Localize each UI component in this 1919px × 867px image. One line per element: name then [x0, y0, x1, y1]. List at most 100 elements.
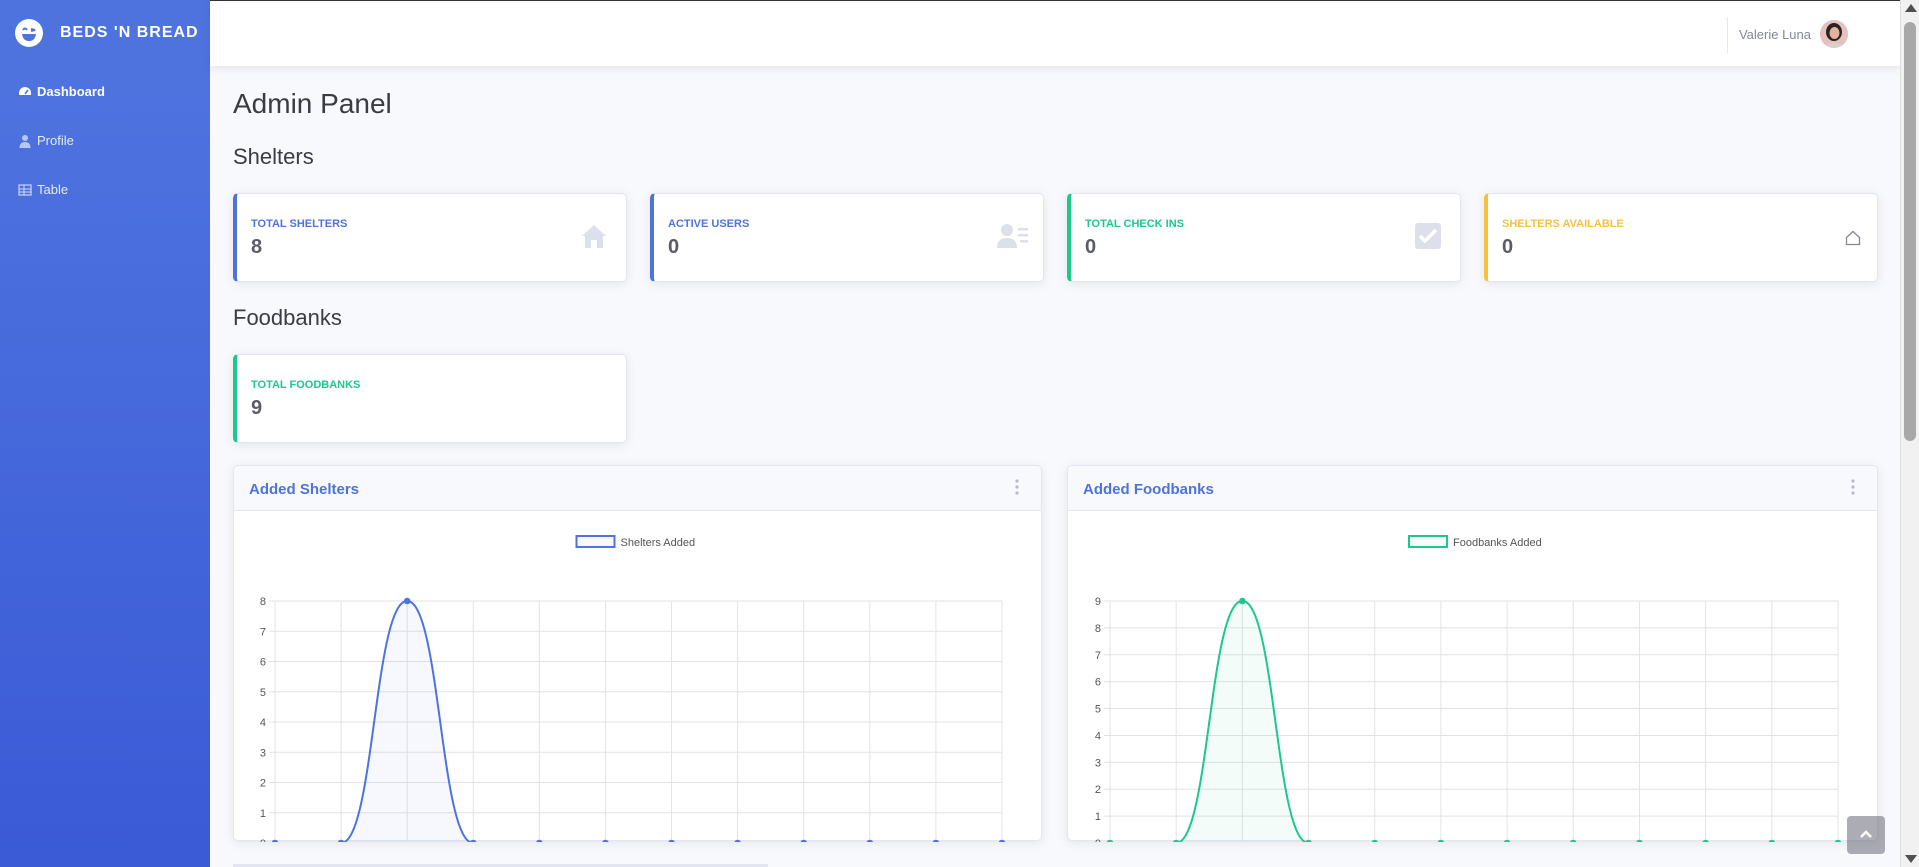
sidebar-item-table[interactable]: Table: [0, 165, 210, 214]
brand[interactable]: BEDS 'N BREAD: [0, 0, 210, 65]
avatar-image: [1820, 20, 1848, 48]
data-point: [998, 839, 1006, 842]
chart-title: Added Shelters: [249, 481, 360, 498]
data-point: [1636, 839, 1643, 842]
y-tick-label: 8: [260, 596, 266, 608]
legend-label: Foodbanks Added: [1453, 537, 1542, 549]
stat-label: TOTAL CHECK INS: [1085, 218, 1185, 230]
data-point: [932, 839, 940, 842]
y-tick-label: 3: [260, 747, 266, 759]
y-tick-label: 0: [1095, 838, 1101, 842]
stat-card-total-foodbanks: TOTAL FOODBANKS 9: [233, 354, 627, 443]
stat-label: TOTAL FOODBANKS: [251, 379, 361, 391]
y-tick-label: 2: [260, 778, 266, 790]
house-outline-icon: [1845, 230, 1861, 246]
data-point: [1371, 839, 1378, 842]
data-point: [271, 839, 279, 842]
series-area: [1178, 601, 1307, 842]
kebab-menu-icon[interactable]: [1851, 479, 1855, 495]
data-point: [1437, 839, 1445, 842]
data-point: [734, 839, 741, 842]
y-tick-label: 3: [1095, 757, 1101, 769]
y-tick-label: 6: [260, 657, 266, 669]
y-tick-label: 6: [1095, 677, 1101, 689]
user-icon: [19, 134, 31, 148]
scroll-to-top-button[interactable]: [1847, 816, 1885, 854]
shelters-line-chart: 012345678Jan 2025Feb 2025Mar 2025Apr 202…: [260, 535, 1006, 842]
data-point: [668, 839, 675, 842]
y-tick-label: 1: [1095, 811, 1101, 823]
topbar-divider: [1727, 17, 1728, 53]
y-tick-label: 8: [1095, 623, 1101, 635]
brand-name: BEDS 'N BREAD: [60, 23, 199, 41]
table-icon: [18, 183, 32, 196]
series-line: [275, 599, 1002, 842]
sidebar-item-profile[interactable]: Profile: [0, 116, 210, 165]
data-point: [337, 839, 345, 842]
chart-card-added-shelters: Added Shelters 012345678Jan 2025Feb 2025…: [233, 465, 1042, 842]
scroll-up-arrow[interactable]: [1905, 4, 1917, 12]
y-tick-label: 9: [1095, 596, 1101, 608]
chart-header: Added Shelters: [234, 466, 1041, 511]
scroll-down-arrow[interactable]: [1905, 855, 1917, 863]
data-point: [866, 839, 873, 842]
chevron-up-icon: [1860, 830, 1872, 838]
y-tick-label: 7: [260, 626, 266, 638]
stat-card-active-users: ACTIVE USERS 0: [650, 193, 1044, 282]
avatar[interactable]: [1820, 20, 1848, 48]
sidebar: BEDS 'N BREAD Dashboard Profile Table: [0, 0, 210, 867]
sidebar-item-label: Table: [37, 182, 69, 197]
data-point: [1173, 839, 1180, 842]
sidebar-item-dashboard[interactable]: Dashboard: [0, 67, 210, 116]
stat-label: ACTIVE USERS: [668, 218, 750, 230]
data-point: [1834, 839, 1842, 842]
data-point: [470, 839, 477, 842]
legend-swatch: [1408, 535, 1448, 548]
data-point: [1570, 839, 1577, 842]
y-tick-label: 5: [260, 687, 266, 699]
data-point: [602, 839, 609, 842]
data-point: [1305, 839, 1312, 842]
shelters-heading: Shelters: [233, 144, 314, 169]
user-list-icon: [997, 224, 1028, 248]
scrollbar[interactable]: [1900, 0, 1919, 867]
next-card-edge: [233, 864, 768, 867]
stat-value: 9: [251, 397, 263, 419]
stat-value: 8: [251, 236, 263, 258]
y-tick-label: 0: [260, 838, 266, 842]
legend-swatch: [575, 535, 616, 548]
stat-card-total-shelters: TOTAL SHELTERS 8: [233, 193, 627, 282]
scroll-thumb[interactable]: [1904, 22, 1916, 441]
stat-label: SHELTERS AVAILABLE: [1502, 218, 1624, 230]
data-point: [800, 839, 807, 842]
series-line: [1110, 599, 1838, 842]
user-name[interactable]: Valerie Luna: [1738, 27, 1811, 42]
y-tick-label: 4: [260, 717, 266, 729]
foodbanks-heading: Foodbanks: [233, 305, 342, 330]
stat-value: 0: [668, 236, 680, 258]
chart-header: Added Foodbanks: [1068, 466, 1877, 511]
data-point: [403, 597, 411, 605]
data-point: [1702, 839, 1709, 842]
stat-label: TOTAL SHELTERS: [251, 218, 348, 230]
stat-value: 0: [1085, 236, 1097, 258]
y-tick-label: 5: [1095, 704, 1101, 716]
data-point: [536, 839, 543, 842]
sidebar-item-label: Profile: [37, 133, 74, 148]
tachometer-icon: [19, 86, 31, 95]
data-point: [1768, 839, 1775, 842]
legend-label: Shelters Added: [621, 537, 696, 549]
y-tick-label: 4: [1095, 730, 1101, 742]
page-title: Admin Panel: [233, 88, 392, 119]
y-tick-label: 7: [1095, 650, 1101, 662]
data-point: [1106, 839, 1114, 842]
stat-card-total-check-ins: TOTAL CHECK INS 0: [1067, 193, 1461, 282]
kebab-menu-icon[interactable]: [1015, 479, 1019, 495]
sidebar-item-label: Dashboard: [37, 84, 105, 99]
stat-value: 0: [1502, 236, 1514, 258]
check-square-icon: [1415, 223, 1441, 249]
data-point: [1503, 839, 1511, 842]
data-point: [1239, 597, 1246, 605]
y-tick-label: 1: [260, 808, 266, 820]
foodbanks-line-chart: 0123456789Jan 2025Feb 2025Mar 2025Apr 20…: [1095, 535, 1842, 842]
